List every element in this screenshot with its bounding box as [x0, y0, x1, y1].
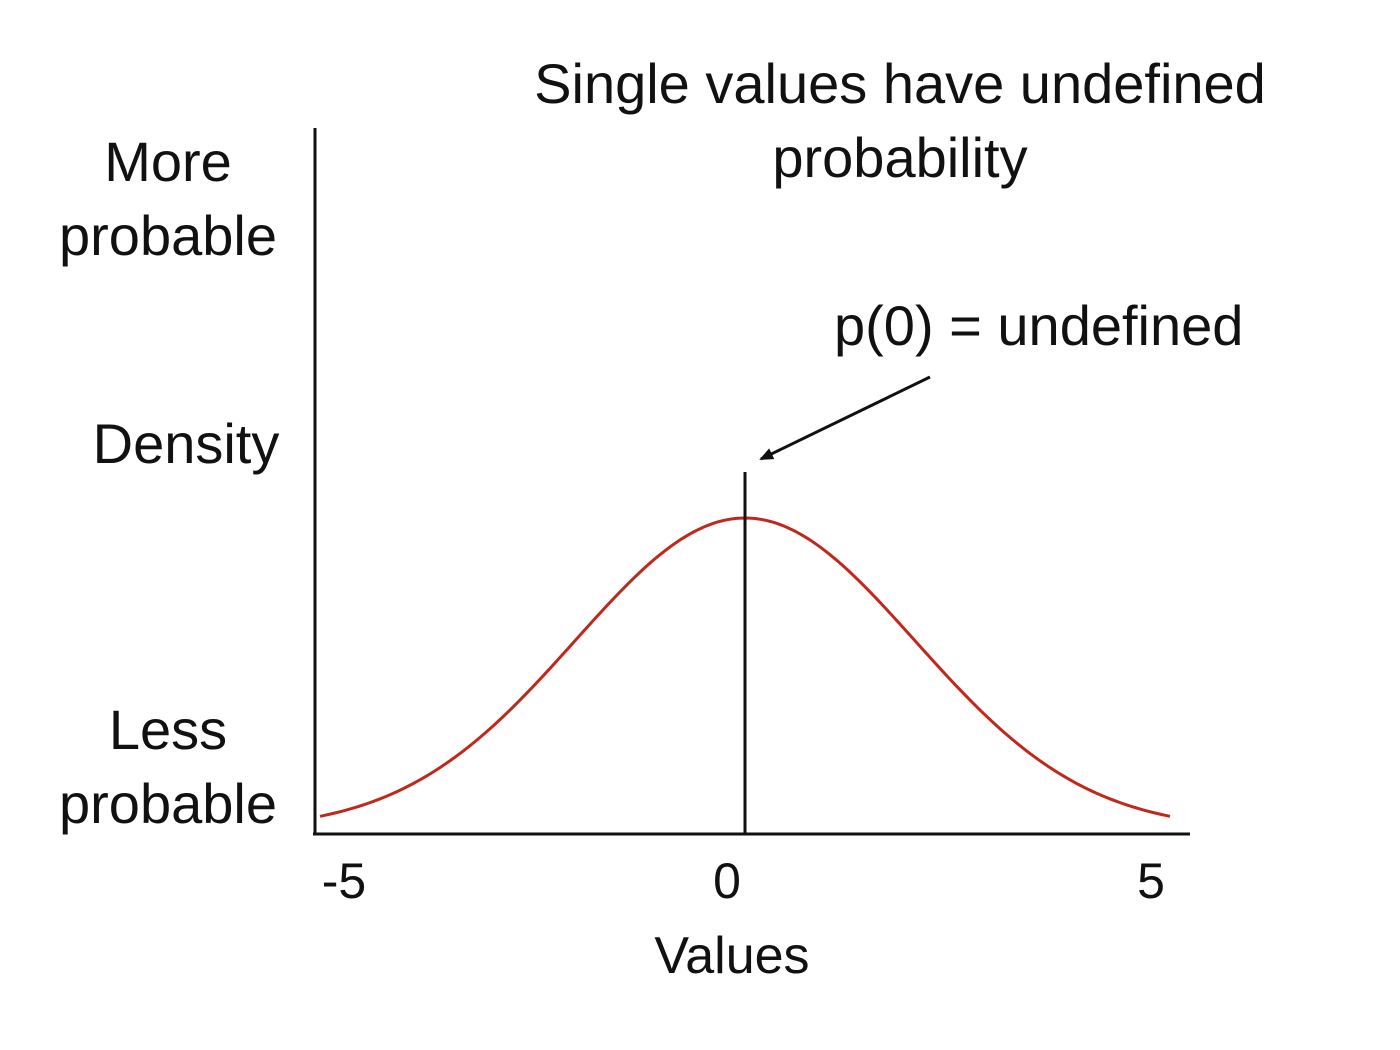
annotation-arrow: [759, 375, 931, 461]
y-label-less-line-2: probable: [59, 772, 277, 835]
chart-title-line-1: Single values have undefined: [534, 52, 1266, 115]
x-axis-label: Values: [654, 927, 810, 985]
y-label-more-line-1: More: [104, 130, 232, 193]
y-label-more-line-2: probable: [59, 204, 277, 267]
y-label-less-line-1: Less: [108, 698, 228, 761]
x-tick-label-5: 5: [1137, 853, 1165, 909]
annotation-label: p(0) = undefined: [834, 294, 1244, 357]
x-tick-label-minus5: -5: [321, 853, 367, 909]
y-axis-label-density: Density: [92, 412, 280, 475]
chart-title-line-2: probability: [772, 126, 1028, 189]
x-tick-label-0: 0: [713, 853, 741, 909]
